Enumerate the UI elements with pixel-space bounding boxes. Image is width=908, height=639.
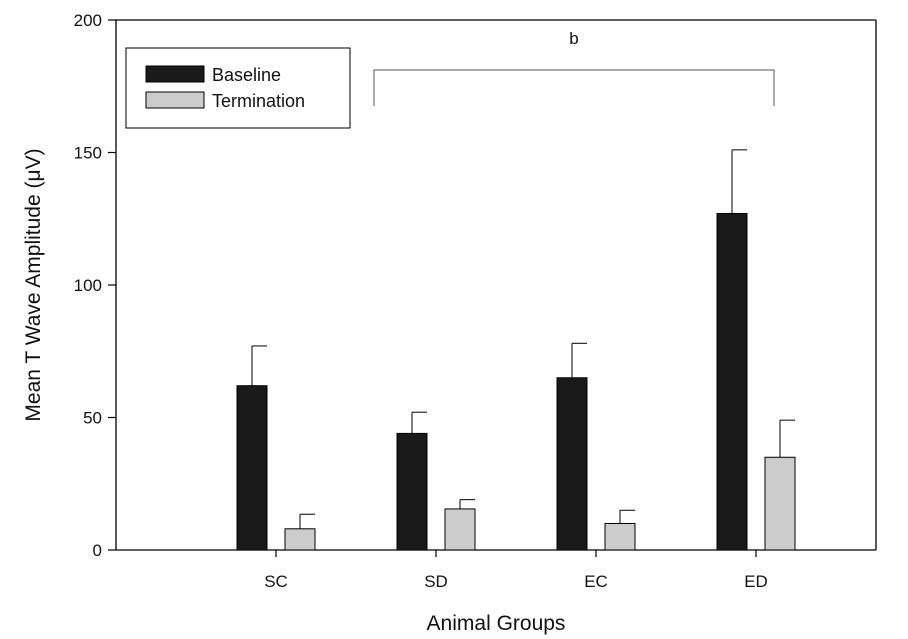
x-tick-label-sc: SC — [264, 572, 288, 591]
significance-bracket: b — [373, 29, 775, 106]
x-tick-label-ec: EC — [584, 572, 608, 591]
legend-swatch-termination — [145, 91, 205, 109]
x-axis-ticks: SC SD EC ED — [264, 550, 768, 591]
bracket-line — [373, 69, 775, 106]
bar-termination-sc — [284, 528, 316, 551]
bar-baseline-ec — [556, 377, 588, 551]
y-tick-label: 150 — [74, 144, 102, 163]
x-tick-label-ed: ED — [744, 572, 768, 591]
y-tick-label: 0 — [93, 541, 102, 560]
bar-marks — [236, 212, 796, 551]
legend-label-termination: Termination — [212, 91, 305, 111]
y-axis-title: Mean T Wave Amplitude (μV) — [22, 148, 45, 421]
bar-termination-ed — [764, 456, 796, 551]
bar-termination-ec — [604, 523, 636, 551]
y-tick-label: 100 — [74, 276, 102, 295]
error-bars — [251, 149, 795, 529]
legend-box — [125, 47, 351, 129]
legend-swatch-baseline — [145, 65, 205, 83]
bracket-label: b — [569, 29, 578, 48]
bar-baseline-sd — [396, 432, 428, 551]
legend-label-baseline: Baseline — [212, 65, 281, 85]
bar-termination-sd — [444, 508, 476, 551]
bar-baseline-sc — [236, 385, 268, 551]
y-axis-ticks: 0 50 100 150 200 — [74, 11, 116, 560]
bar-baseline-ed — [716, 212, 748, 551]
legend: Baseline Termination — [125, 47, 351, 129]
y-tick-label: 50 — [83, 409, 102, 428]
x-tick-label-sd: SD — [424, 572, 448, 591]
x-axis-title: Animal Groups — [427, 612, 566, 635]
y-tick-label: 200 — [74, 11, 102, 30]
